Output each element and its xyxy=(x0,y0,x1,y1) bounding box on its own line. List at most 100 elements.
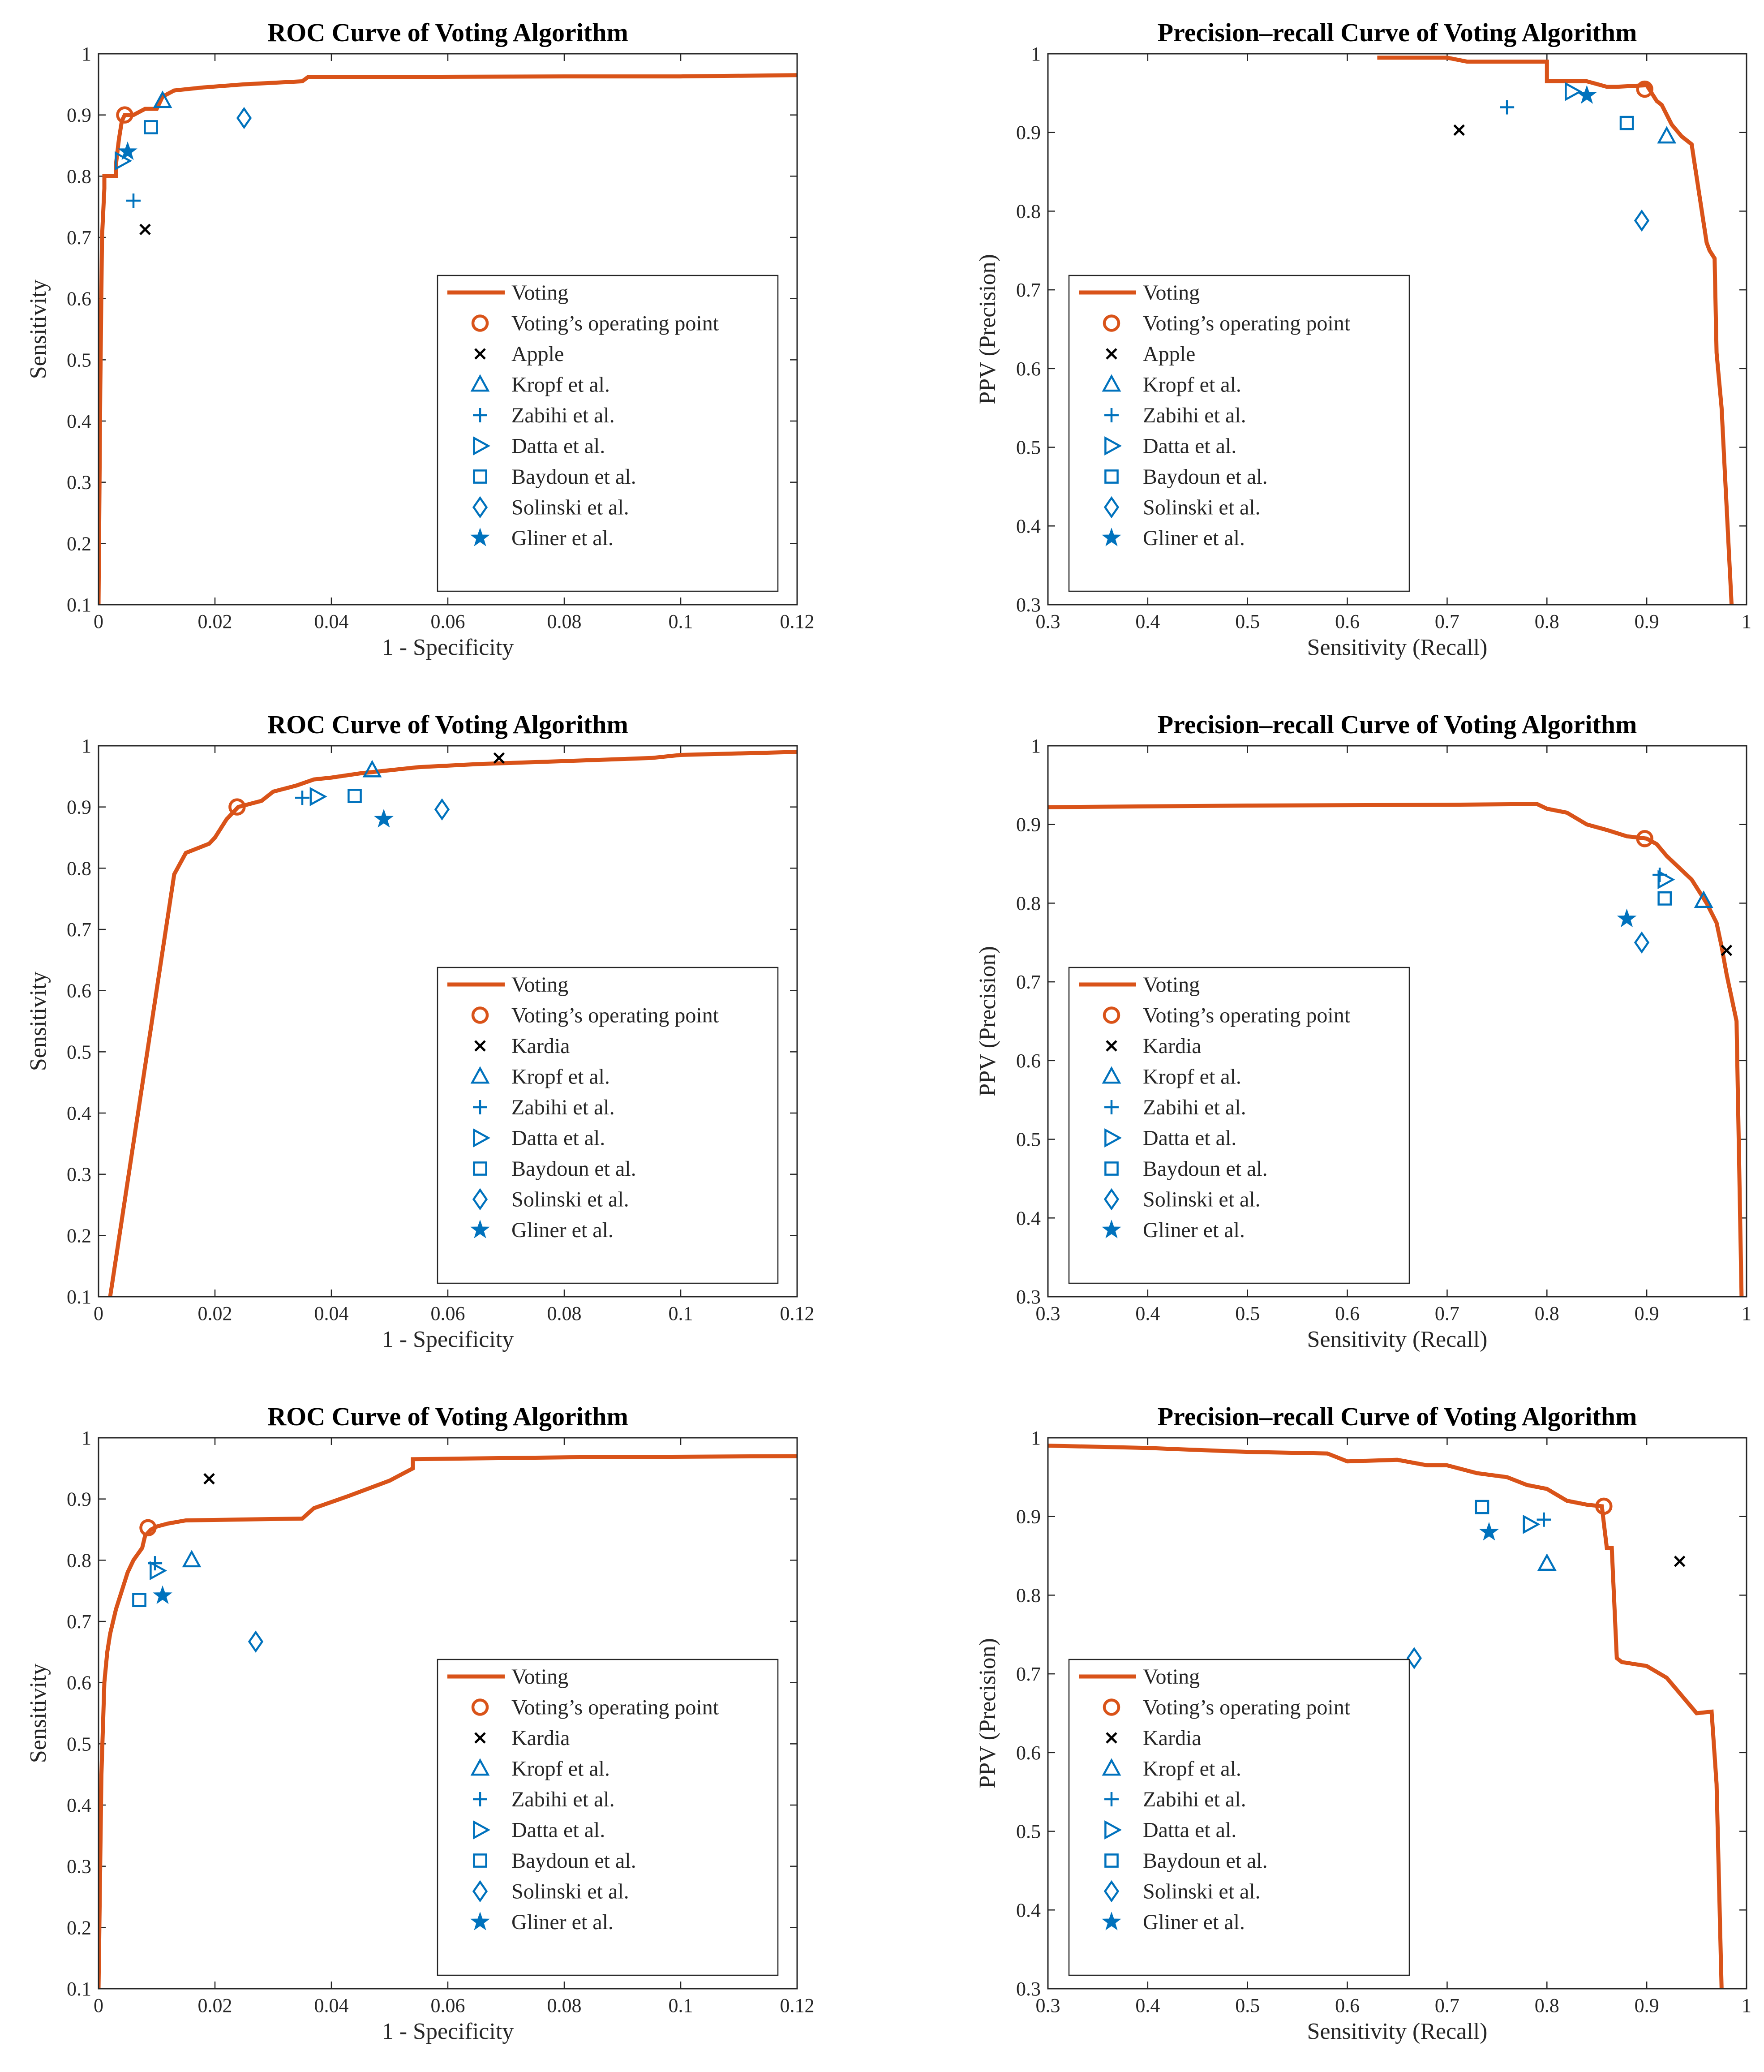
legend-solinski-swatch xyxy=(472,496,488,519)
legend-reference-label: Apple xyxy=(1143,342,1195,366)
x-tick-label: 0.04 xyxy=(314,610,349,632)
legend-gliner-swatch xyxy=(1102,1219,1121,1238)
method-point-kropf xyxy=(1694,890,1713,908)
x-axis-label: 1 - Specificity xyxy=(382,635,514,660)
y-tick-label: 0.2 xyxy=(67,533,91,555)
y-tick-label: 0.4 xyxy=(1016,515,1041,537)
x-tick-label: 0.4 xyxy=(1135,1995,1160,2016)
y-tick-label: 0.6 xyxy=(67,980,91,1002)
legend-reference-label: Kardia xyxy=(1143,1726,1202,1750)
legend-kropf: Kropf et al. xyxy=(1102,1065,1241,1089)
legend-voting: Voting xyxy=(1079,1665,1200,1689)
method-point-zabihi xyxy=(126,193,141,208)
method-point-datta xyxy=(1523,1514,1541,1534)
chart-roc-2: 0 0.02 0.04 0.06 0.08 0.1 0.12 0.1 0.2 0.3 0.4 0.5 0… xyxy=(26,710,815,1352)
method-point-kropf xyxy=(362,760,382,778)
voting-curve xyxy=(1377,56,1734,605)
legend-voting: Voting xyxy=(447,973,568,997)
legend-operating-point: Voting’s operating point xyxy=(471,312,719,335)
legend-datta: Datta et al. xyxy=(1104,434,1236,458)
method-point-gliner xyxy=(118,141,137,160)
y-tick-label: 0.4 xyxy=(67,1794,91,1816)
legend-reference: Kardia xyxy=(474,1034,570,1058)
legend-box xyxy=(1068,967,1410,1284)
legend-operating-point: Voting’s operating point xyxy=(471,1004,719,1027)
legend-kropf-label: Kropf et al. xyxy=(511,1065,610,1089)
legend-gliner: Gliner et al. xyxy=(1102,1910,1245,1934)
x-tick-label: 0.5 xyxy=(1235,610,1260,632)
chart-roc-1: 0 0.02 0.04 0.06 0.08 0.1 0.12 0.1 0.2 0.3 0.4 0.5 0… xyxy=(26,18,815,660)
legend-zabihi: Zabihi et al. xyxy=(1104,1096,1246,1119)
y-tick-label: 0.5 xyxy=(67,1733,91,1755)
x-tick-label: 0.3 xyxy=(1036,1995,1060,2016)
y-tick-label: 0.6 xyxy=(67,1672,91,1694)
chart-title: Precision–recall Curve of Voting Algorit… xyxy=(1158,1402,1637,1431)
x-tick-label: 0.6 xyxy=(1335,610,1360,632)
x-tick-label: 0.04 xyxy=(314,1995,349,2016)
y-tick-label: 0.1 xyxy=(67,1978,91,2000)
reference-point-kardia xyxy=(493,752,505,764)
method-point-solinski xyxy=(1634,209,1650,232)
x-tick-label: 0.08 xyxy=(547,610,582,632)
operating-point xyxy=(1636,830,1653,847)
legend-reference-label: Apple xyxy=(511,342,564,366)
x-tick-label: 0.5 xyxy=(1235,1995,1260,2016)
y-tick-label: 0.5 xyxy=(67,349,91,371)
legend: Voting Voting’s operating point Kardia Krop… xyxy=(437,1659,779,1976)
y-tick-label: 0.8 xyxy=(1016,892,1041,914)
legend-solinski-label: Solinski et al. xyxy=(1143,496,1261,520)
legend-box xyxy=(437,275,779,592)
method-point-gliner xyxy=(1617,908,1637,928)
legend-kropf: Kropf et al. xyxy=(470,373,610,397)
legend-kropf-swatch xyxy=(470,374,490,392)
x-tick-label: 0.02 xyxy=(198,1303,232,1324)
legend-solinski: Solinski et al. xyxy=(472,496,629,520)
legend-baydoun-swatch xyxy=(1104,1853,1119,1868)
y-tick-label: 0.3 xyxy=(1016,1286,1041,1308)
legend-kropf: Kropf et al. xyxy=(470,1757,610,1781)
legend-box xyxy=(437,1659,779,1976)
y-tick-label: 0.8 xyxy=(1016,1584,1041,1606)
x-tick-label: 0.9 xyxy=(1635,1303,1659,1324)
voting-curve xyxy=(1048,1444,1724,1989)
legend-baydoun-label: Baydoun et al. xyxy=(511,465,636,489)
y-tick-label: 0.8 xyxy=(1016,200,1041,222)
legend-baydoun-label: Baydoun et al. xyxy=(511,1157,636,1181)
method-point-baydoun xyxy=(1475,1500,1489,1514)
y-tick-label: 0.4 xyxy=(1016,1207,1041,1229)
legend-solinski: Solinski et al. xyxy=(1103,1188,1261,1212)
x-tick-label: 0.04 xyxy=(314,1303,349,1324)
y-tick-label: 0.3 xyxy=(67,472,91,494)
legend-datta-swatch xyxy=(473,436,491,456)
y-tick-label: 0.5 xyxy=(67,1041,91,1063)
y-tick-label: 0.5 xyxy=(1016,437,1041,459)
chart-pr-1: 0.3 0.4 0.5 0.6 0.7 0.8 0.9 1 0.3 0.4 0.5 0.6 0.7 0.8… xyxy=(975,18,1751,660)
x-axis-label: Sensitivity (Recall) xyxy=(1307,635,1488,660)
legend-datta-swatch xyxy=(1104,436,1122,456)
legend-gliner-swatch xyxy=(1102,1911,1121,1930)
y-tick-label: 0.3 xyxy=(67,1164,91,1186)
legend-operating-point-swatch xyxy=(471,314,489,332)
legend: Voting Voting’s operating point Apple Kropf… xyxy=(1068,275,1410,592)
method-point-solinski xyxy=(1634,931,1650,954)
x-tick-label: 1 xyxy=(1742,1995,1751,2016)
legend-datta-swatch xyxy=(473,1128,491,1148)
x-tick-label: 0.1 xyxy=(669,1303,693,1324)
legend-reference: Kardia xyxy=(1106,1726,1202,1750)
legend-gliner-label: Gliner et al. xyxy=(1143,526,1245,550)
y-tick-label: 0.3 xyxy=(67,1856,91,1878)
legend-datta-swatch xyxy=(473,1820,491,1840)
operating-point xyxy=(139,1519,157,1537)
y-tick-label: 0.7 xyxy=(67,919,91,941)
legend-reference: Apple xyxy=(1106,342,1195,366)
x-tick-label: 0.4 xyxy=(1135,1303,1160,1324)
legend-operating-point-label: Voting’s operating point xyxy=(511,312,719,335)
y-tick-label: 0.6 xyxy=(67,288,91,310)
method-point-zabihi xyxy=(1537,1512,1551,1527)
legend-operating-point-label: Voting’s operating point xyxy=(1143,1696,1351,1720)
legend: Voting Voting’s operating point Kardia Krop… xyxy=(437,967,779,1284)
chart-title: Precision–recall Curve of Voting Algorit… xyxy=(1158,18,1637,47)
y-tick-label: 0.6 xyxy=(1016,1050,1041,1072)
legend-solinski-label: Solinski et al. xyxy=(1143,1880,1261,1904)
legend-reference-swatch xyxy=(474,1732,486,1744)
